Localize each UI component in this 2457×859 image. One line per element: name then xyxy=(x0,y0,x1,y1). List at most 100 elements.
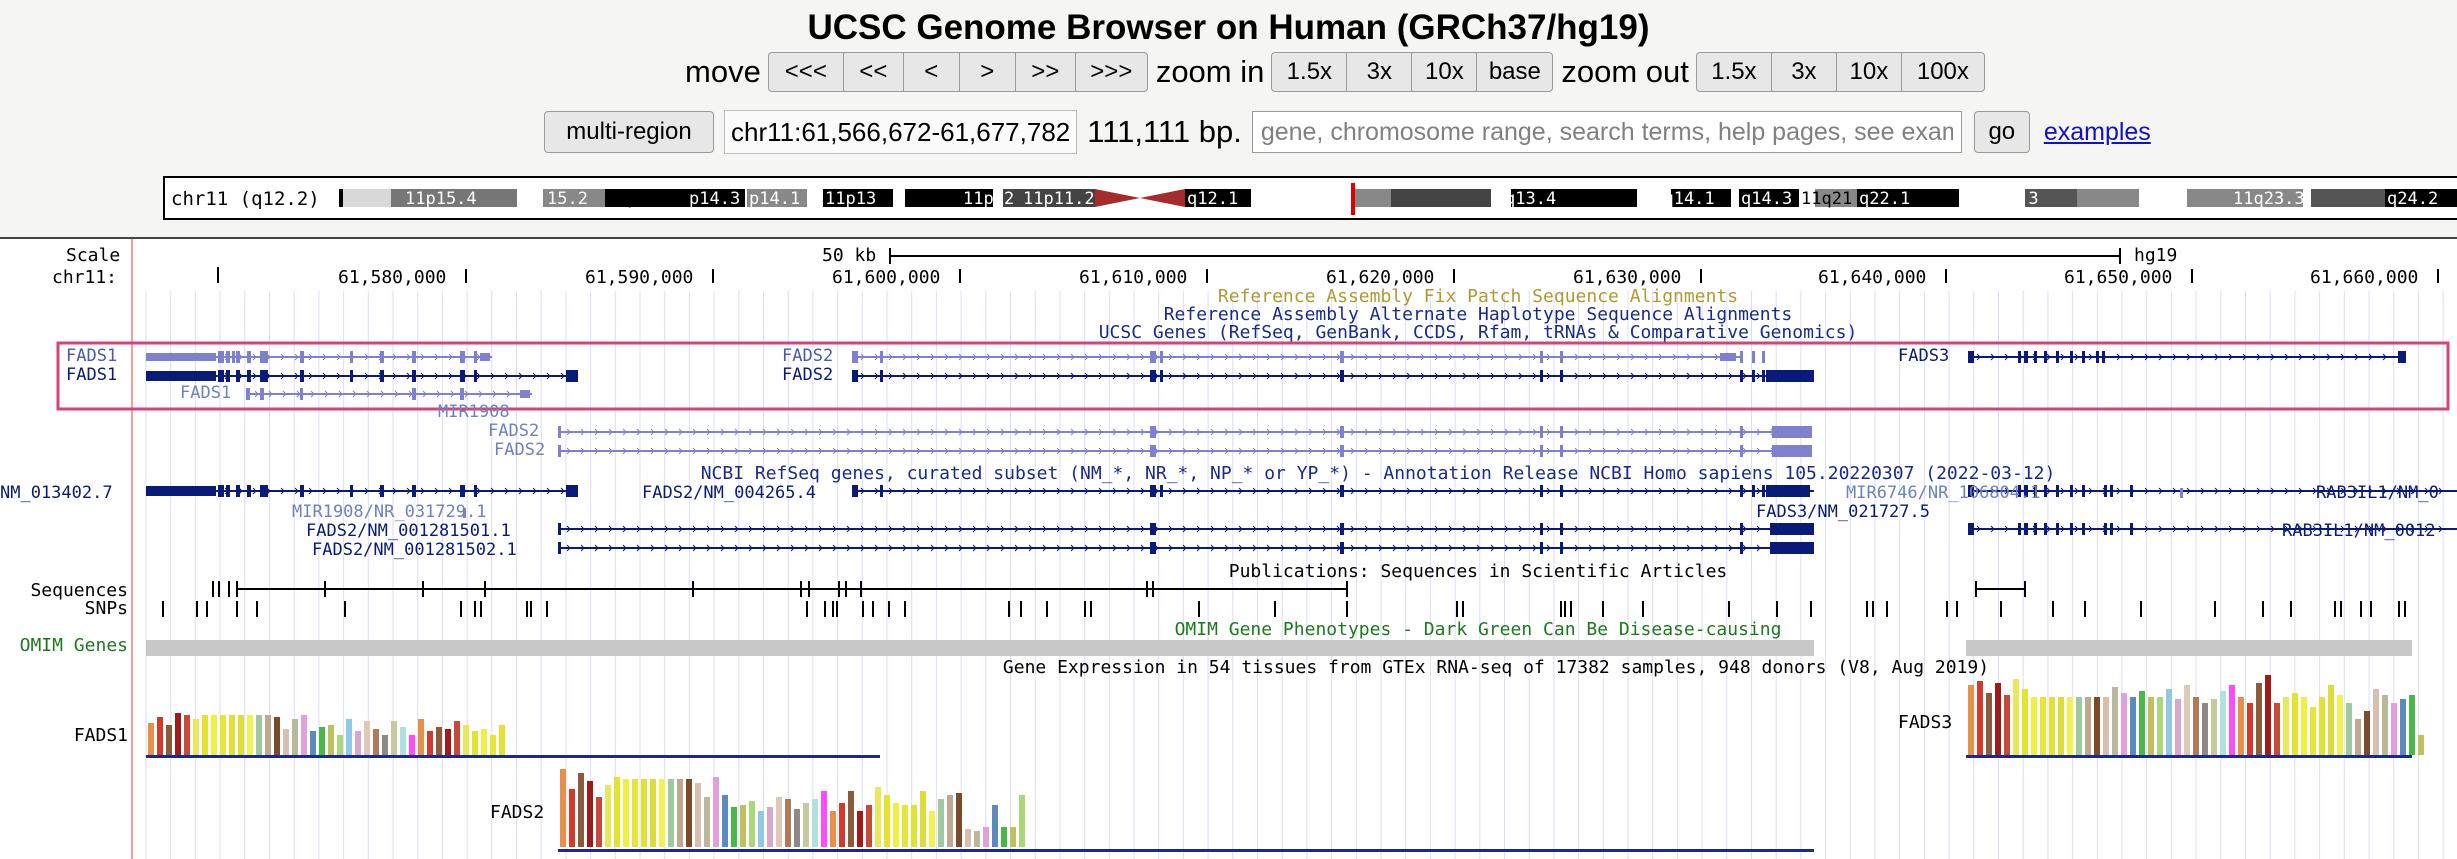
sequences-track-label[interactable]: Sequences xyxy=(30,580,128,601)
strand-arrow xyxy=(2116,487,2121,495)
genome-browser-image[interactable]: Scale chr11: 50 kb hg19 61,580,000 61,59… xyxy=(0,237,2457,859)
gtex-bar xyxy=(2220,691,2226,755)
gene-label-nm-001281501[interactable]: FADS2/NM_001281501.1 xyxy=(306,521,511,541)
strand-arrow xyxy=(958,487,963,495)
strand-arrow xyxy=(650,428,655,436)
fix-patch-track-title[interactable]: Reference Assembly Fix Patch Sequence Al… xyxy=(1218,286,1738,307)
gtex-bar xyxy=(983,827,989,847)
gene-tracks[interactable] xyxy=(146,351,2457,554)
strand-arrow xyxy=(1014,372,1019,380)
go-button[interactable]: go xyxy=(1973,111,2030,153)
gene-label-mir1908[interactable]: MIR1908 xyxy=(438,402,510,422)
strand-arrow xyxy=(1476,372,1481,380)
multi-region-button[interactable]: multi-region xyxy=(544,111,714,153)
gtex-bar xyxy=(2130,697,2136,755)
gene-label-fads3[interactable]: FADS3 xyxy=(1898,346,1949,366)
strand-arrow xyxy=(1630,487,1635,495)
gtex-fads3-label[interactable]: FADS3 xyxy=(1898,712,1952,733)
strand-arrow xyxy=(1168,487,1173,495)
publications-track-title[interactable]: Publications: Sequences in Scientific Ar… xyxy=(1229,561,1728,582)
strand-arrow xyxy=(594,544,599,552)
strand-arrow xyxy=(1392,487,1397,495)
strand-arrow xyxy=(1546,353,1551,361)
pub-tick xyxy=(218,581,220,597)
gene-label-nm-013402[interactable]: NM_013402.7 xyxy=(0,483,113,503)
gene-label-fads2[interactable]: FADS2 xyxy=(782,365,833,385)
alt-haplotype-track-title[interactable]: Reference Assembly Alternate Haplotype S… xyxy=(1164,304,1793,325)
zoom-in-base-button[interactable]: base xyxy=(1476,52,1554,92)
strand-arrow xyxy=(1322,372,1327,380)
omim-gene-bar[interactable] xyxy=(1966,640,2412,656)
strand-arrow xyxy=(1616,372,1621,380)
move-right-button[interactable]: >> xyxy=(1014,52,1076,92)
move-far-right-button[interactable]: >>> xyxy=(1074,52,1148,92)
ucsc-genes-track-title[interactable]: UCSC Genes (RefSeq, GenBank, CCDS, Rfam,… xyxy=(1099,322,1858,343)
gene-exon xyxy=(1762,351,1765,363)
gene-label-rab3il1[interactable]: RAB3IL1/NM_0 xyxy=(2316,483,2439,503)
strand-arrow xyxy=(1014,353,1019,361)
gene-exon xyxy=(1560,542,1563,554)
strand-arrow xyxy=(1098,372,1103,380)
search-input[interactable] xyxy=(1251,111,1962,153)
ideogram-band xyxy=(685,189,745,207)
gene-exon xyxy=(474,485,477,497)
zoom-out-10x-button[interactable]: 10x xyxy=(1835,52,1902,92)
current-position-marker xyxy=(1351,183,1355,215)
publications-track[interactable] xyxy=(212,581,2026,597)
snps-track-label[interactable]: SNPs xyxy=(85,598,128,619)
omim-track-label[interactable]: OMIM Genes xyxy=(20,635,128,656)
snps-track[interactable] xyxy=(162,601,2406,617)
gene-label-nm-004265[interactable]: FADS2/NM_004265.4 xyxy=(642,483,816,503)
gene-label-fads2[interactable]: FADS2 xyxy=(782,346,833,366)
snp-tick xyxy=(2290,601,2292,617)
strand-arrow xyxy=(1084,544,1089,552)
strand-arrow xyxy=(1728,487,1733,495)
gene-label-mir1908-nr[interactable]: MIR1908/NR_031729.1 xyxy=(292,502,486,522)
gene-label-fads1[interactable]: FADS1 xyxy=(66,365,117,385)
zoom-in-10x-button[interactable]: 10x xyxy=(1411,52,1478,92)
position-display[interactable]: chr11:61,566,672-61,677,782 xyxy=(724,110,1078,154)
strand-arrow xyxy=(1630,544,1635,552)
move-left-button[interactable]: << xyxy=(842,52,904,92)
zoom-out-3x-button[interactable]: 3x xyxy=(1770,52,1837,92)
strand-arrow xyxy=(1294,353,1299,361)
gtex-fads2-label[interactable]: FADS2 xyxy=(490,802,544,823)
gene-label-fads2[interactable]: FADS2 xyxy=(494,440,545,460)
strand-arrow xyxy=(392,353,397,361)
gene-label-nm-021727[interactable]: FADS3/NM_021727.5 xyxy=(1756,502,1930,522)
strand-arrow xyxy=(1602,353,1607,361)
strand-arrow xyxy=(518,372,523,380)
strand-arrow xyxy=(986,487,991,495)
gene-label-rab3il1[interactable]: RAB3IL1/NM_0012 xyxy=(2282,521,2436,541)
gtex-bar xyxy=(776,797,782,847)
gene-exon xyxy=(1150,370,1156,382)
strand-arrow xyxy=(1378,428,1383,436)
omim-track-title[interactable]: OMIM Gene Phenotypes - Dark Green Can Be… xyxy=(1175,619,1782,640)
ideogram-band xyxy=(1351,189,1391,207)
move-small-right-button[interactable]: > xyxy=(958,52,1016,92)
zoom-in-1.5x-button[interactable]: 1.5x xyxy=(1271,52,1348,92)
zoom-out-1.5x-button[interactable]: 1.5x xyxy=(1695,52,1772,92)
chromosome-ideogram[interactable]: chr11 (q12.2) xyxy=(163,176,2457,220)
omim-gene-bar[interactable] xyxy=(146,640,1814,656)
strand-arrow xyxy=(874,447,879,455)
gene-label-fads1[interactable]: FADS1 xyxy=(66,346,117,366)
refseq-track-title[interactable]: NCBI RefSeq genes, curated subset (NM_*,… xyxy=(701,463,2056,484)
gene-label-fads1[interactable]: FADS1 xyxy=(180,383,231,403)
zoom-in-3x-button[interactable]: 3x xyxy=(1346,52,1413,92)
gene-label-nm-001281502[interactable]: FADS2/NM_001281502.1 xyxy=(312,540,517,560)
gene-label-mir6746[interactable]: MIR6746/NR_106804.1 xyxy=(1846,483,2040,503)
strand-arrow xyxy=(1532,544,1537,552)
gtex-bar xyxy=(265,715,271,755)
strand-arrow xyxy=(1294,544,1299,552)
ideogram-band xyxy=(543,189,605,207)
move-small-left-button[interactable]: < xyxy=(902,52,960,92)
gtex-fads1-label[interactable]: FADS1 xyxy=(74,725,128,746)
strand-arrow xyxy=(790,525,795,533)
gene-label-fads2[interactable]: FADS2 xyxy=(488,421,539,441)
gtex-expression-track[interactable] xyxy=(146,675,2424,852)
examples-link[interactable]: examples xyxy=(2043,117,2151,146)
gtex-track-title[interactable]: Gene Expression in 54 tissues from GTEx … xyxy=(1003,657,1989,678)
move-far-left-button[interactable]: <<< xyxy=(767,52,844,92)
zoom-out-100x-button[interactable]: 100x xyxy=(1900,52,1985,92)
